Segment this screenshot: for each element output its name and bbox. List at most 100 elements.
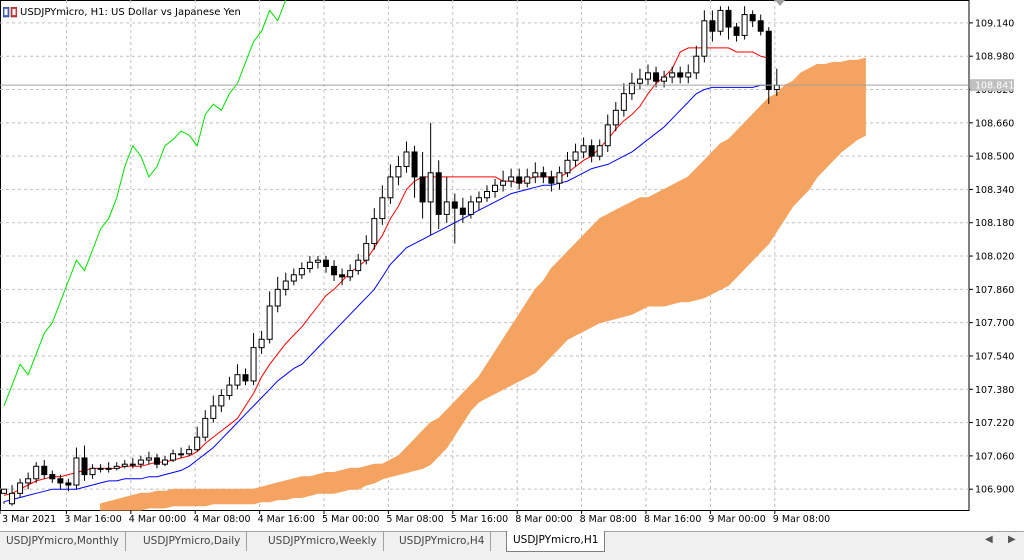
bull-candle-body (661, 76, 668, 82)
bull-candle-body (178, 453, 185, 456)
bull-candle-body (572, 151, 579, 161)
candle (685, 64, 692, 84)
window-icon (3, 6, 17, 17)
candle (73, 447, 80, 490)
bear-candle-body (588, 145, 595, 157)
x-tick-label: 9 Mar 00:00 (708, 514, 765, 525)
candle (153, 453, 160, 469)
bull-candle-body (604, 124, 611, 147)
candle (242, 368, 249, 386)
candle (306, 256, 313, 273)
candle (170, 449, 177, 463)
y-tick-label: 108.980 (975, 52, 1014, 63)
current-price-label: 108.841 (975, 81, 1014, 92)
bull-candle-body (508, 176, 515, 182)
bull-candle-body (620, 93, 627, 111)
bull-candle-body (363, 243, 370, 261)
candle (540, 166, 547, 184)
y-tick-label: 108.660 (975, 118, 1014, 129)
bull-candle-body (202, 417, 209, 438)
candle (717, 6, 724, 36)
bull-candle-body (250, 347, 257, 382)
candle (162, 455, 168, 467)
candle (331, 260, 338, 282)
x-tick-label: 4 Mar 08:00 (193, 514, 250, 525)
candle (709, 10, 716, 42)
y-tick-label: 108.020 (975, 252, 1014, 263)
bear-candle-body (331, 265, 338, 276)
candle (532, 162, 539, 184)
bull-candle-body (105, 467, 112, 470)
bull-candle-body (25, 478, 32, 484)
candle (17, 478, 24, 498)
ichimoku-cloud (100, 57, 866, 511)
scroll-left-icon[interactable]: ◀ (985, 534, 993, 545)
bull-candle-body (290, 274, 297, 282)
y-tick-label: 108.500 (975, 152, 1014, 163)
candle (226, 376, 233, 400)
bull-candle-body (636, 78, 643, 84)
candle (645, 64, 651, 86)
bear-candle-body (81, 457, 88, 476)
bear-candle-body (419, 176, 426, 203)
candle (355, 253, 362, 275)
y-tick-label: 107.220 (975, 418, 1014, 429)
candle (620, 83, 627, 117)
bull-candle-body (701, 20, 708, 57)
bull-candle-body (314, 259, 321, 263)
bear-candle-body (153, 457, 160, 465)
bear-candle-body (749, 14, 756, 22)
indicator-lines (3, 0, 769, 503)
candle (371, 208, 378, 250)
bear-candle-body (451, 201, 458, 209)
tab-weekly[interactable]: USDJPYmicro,Weekly (262, 532, 384, 551)
kumo-cloud (100, 57, 866, 511)
candle (749, 10, 756, 28)
candle (41, 460, 48, 479)
x-tick-label: 4 Mar 00:00 (129, 514, 186, 525)
bull-candle-body (443, 201, 450, 215)
candle (266, 291, 273, 344)
chart-axes: 109.140108.980108.820108.660108.500108.3… (0, 0, 1014, 525)
candle (290, 268, 297, 286)
bull-candle-body (347, 270, 354, 278)
y-tick-label: 107.060 (975, 451, 1014, 462)
tab-monthly[interactable]: USDJPYmicro,Monthly (0, 532, 126, 551)
candle (387, 164, 394, 204)
bull-candle-body (403, 151, 410, 168)
candle (725, 6, 732, 40)
candle (137, 455, 144, 469)
bear-candle-body (323, 259, 329, 267)
candle (741, 6, 748, 40)
candle (129, 457, 136, 469)
x-tick-label: 5 Mar 16:00 (451, 514, 508, 525)
bull-candle-body (17, 482, 24, 494)
candle (588, 139, 595, 163)
candle (677, 66, 684, 84)
tab-daily[interactable]: USDJPYmicro,Daily (137, 532, 248, 551)
price-chart[interactable]: 109.140108.980108.820108.660108.500108.3… (0, 0, 1024, 531)
candle (178, 447, 185, 458)
candle (57, 474, 64, 490)
candle (25, 472, 32, 490)
candle (49, 470, 56, 483)
y-tick-label: 107.860 (975, 285, 1014, 296)
tab-h4[interactable]: USDJPYmicro,H4 (393, 532, 492, 551)
candle (33, 462, 40, 483)
candle (411, 145, 418, 198)
candle (81, 445, 88, 481)
candle (524, 168, 531, 188)
bull-candle-body (89, 467, 96, 476)
candle (596, 139, 603, 161)
bear-candle-body (709, 20, 716, 32)
bear-candle-body (65, 482, 72, 486)
tab-h1[interactable]: USDJPYmicro,H1 (506, 531, 606, 552)
candle (210, 395, 217, 423)
candle (323, 256, 329, 273)
bull-candle-body (645, 72, 651, 80)
x-tick-label: 5 Mar 08:00 (386, 514, 443, 525)
kijun-sen-line (3, 84, 769, 503)
bull-candle-body (1, 488, 7, 494)
scroll-right-icon[interactable]: ▶ (1008, 534, 1016, 545)
candle (484, 185, 490, 202)
